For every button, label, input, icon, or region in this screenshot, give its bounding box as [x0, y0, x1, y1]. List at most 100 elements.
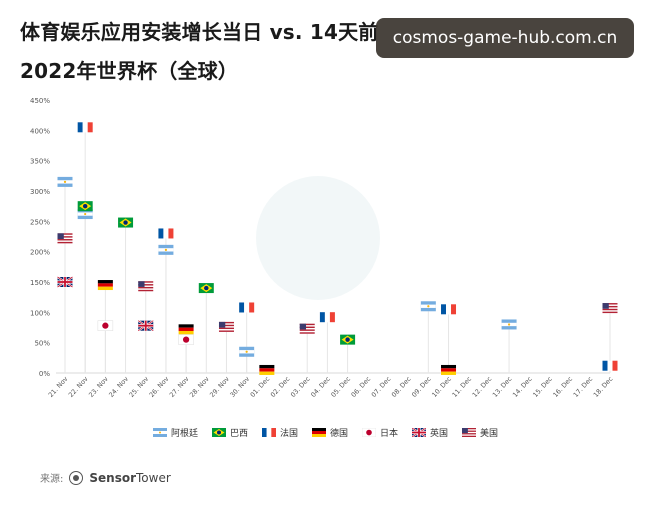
legend-label: 法国	[279, 429, 298, 439]
y-tick-label: 450%	[30, 97, 50, 105]
uk-flag-icon	[56, 276, 74, 288]
x-tick-label: 25. Nov	[127, 375, 150, 399]
source-brand-b: Tower	[136, 470, 171, 485]
x-tick-label: 23. Nov	[87, 375, 110, 399]
germany-flag-icon	[441, 364, 457, 375]
source-label: 来源:	[40, 474, 64, 485]
x-tick-label: 13. Dec	[491, 375, 514, 399]
data-point-brazil	[118, 217, 134, 228]
data-point-argentina	[158, 244, 174, 255]
germany-flag-icon	[259, 364, 275, 375]
data-point-argentina	[239, 346, 255, 357]
x-tick-label: 01. Dec	[249, 375, 272, 399]
x-tick-label: 02. Dec	[269, 375, 292, 399]
data-point-germany	[97, 280, 113, 291]
x-tick-label: 22. Nov	[67, 375, 90, 399]
data-point-usa	[57, 233, 73, 244]
argentina-flag-icon	[501, 319, 517, 330]
data-point-argentina	[57, 176, 73, 187]
france-flag-icon	[77, 122, 93, 133]
france-flag-icon	[319, 312, 335, 323]
y-tick-label: 50%	[34, 340, 50, 348]
x-tick-label: 10. Dec	[430, 375, 453, 399]
data-point-japan	[97, 320, 114, 331]
data-point-brazil	[340, 334, 356, 345]
data-point-argentina	[501, 319, 517, 330]
japan-flag-icon	[97, 320, 114, 331]
x-tick-label: 05. Dec	[329, 375, 352, 399]
data-point-uk	[137, 319, 154, 332]
chart-legend: 阿根廷 巴西 法国 德国 日本 英国 美国	[0, 426, 651, 439]
x-tick-label: 21. Nov	[47, 375, 70, 399]
x-tick-label: 09. Dec	[410, 375, 433, 399]
x-tick-label: 06. Dec	[350, 375, 373, 399]
argentina-flag-icon	[152, 428, 167, 437]
france-flag-icon	[239, 302, 255, 313]
x-tick-label: 29. Nov	[208, 375, 231, 399]
x-tick-label: 16. Dec	[551, 375, 574, 399]
y-tick-label: 150%	[30, 279, 50, 287]
legend-label: 巴西	[229, 429, 248, 439]
data-point-usa	[602, 303, 618, 314]
source-brand: SensorTower	[89, 471, 170, 485]
y-tick-label: 250%	[30, 218, 50, 226]
brazil-flag-icon	[198, 283, 214, 294]
data-point-france	[441, 304, 457, 315]
legend-item-argentina: 阿根廷	[152, 426, 198, 439]
argentina-flag-icon	[57, 176, 73, 187]
usa-flag-icon	[138, 281, 154, 292]
watermark-banner: cosmos-game-hub.com.cn	[376, 18, 634, 58]
brazil-flag-icon	[118, 217, 134, 228]
data-point-usa	[138, 281, 154, 292]
usa-flag-icon	[57, 233, 73, 244]
data-point-germany	[259, 364, 275, 375]
y-tick-label: 300%	[30, 188, 50, 196]
data-point-uk	[56, 276, 74, 288]
legend-label: 日本	[380, 429, 399, 439]
data-point-argentina	[420, 301, 436, 312]
legend-label: 德国	[329, 429, 348, 439]
legend-item-france: 法国	[261, 426, 298, 439]
legend-item-brazil: 巴西	[211, 426, 248, 439]
france-flag-icon	[261, 428, 276, 437]
data-point-france	[319, 312, 335, 323]
legend-label: 阿根廷	[170, 429, 198, 439]
uk-flag-icon	[137, 319, 154, 332]
data-point-japan	[178, 334, 194, 345]
france-flag-icon	[602, 360, 618, 371]
japan-flag-icon	[178, 334, 194, 345]
y-tick-label: 0%	[39, 370, 50, 378]
usa-flag-icon	[462, 428, 477, 437]
source-brand-a: Sensor	[89, 470, 137, 485]
y-tick-label: 400%	[30, 127, 50, 135]
sensor-tower-logo-icon	[69, 470, 84, 485]
chart-title-line2: 2022年世界杯（全球）	[20, 59, 239, 83]
x-tick-label: 04. Dec	[309, 375, 332, 399]
x-tick-label: 27. Nov	[168, 375, 191, 399]
data-point-france	[77, 122, 93, 133]
germany-flag-icon	[97, 280, 113, 291]
chart-title-line1: 体育娱乐应用安装增长当日 vs. 14天前	[20, 20, 379, 44]
france-flag-icon	[158, 228, 174, 239]
legend-item-japan: 日本	[362, 426, 398, 439]
source-credit: 来源: SensorTower	[40, 470, 171, 485]
x-tick-label: 03. Dec	[289, 375, 312, 399]
x-tick-label: 18. Dec	[592, 375, 615, 399]
legend-label: 英国	[430, 429, 449, 439]
argentina-flag-icon	[239, 346, 255, 357]
usa-flag-icon	[299, 323, 315, 334]
argentina-flag-icon	[158, 244, 174, 255]
x-tick-label: 15. Dec	[531, 375, 554, 399]
brazil-flag-icon	[211, 428, 226, 437]
legend-item-germany: 德国	[311, 426, 348, 439]
legend-item-uk: 英国	[412, 426, 448, 439]
x-tick-label: 26. Nov	[148, 375, 171, 399]
argentina-flag-icon	[77, 209, 93, 220]
y-tick-label: 200%	[30, 249, 50, 257]
scatter-chart: 0% 50% 100% 150% 200% 250% 300% 350% 400% 450% 21.…	[30, 97, 618, 399]
x-tick-label: 07. Dec	[370, 375, 393, 399]
data-point-germany	[178, 324, 194, 335]
x-tick-label: 11. Dec	[451, 375, 474, 399]
usa-flag-icon	[602, 303, 618, 314]
argentina-flag-icon	[420, 301, 436, 312]
